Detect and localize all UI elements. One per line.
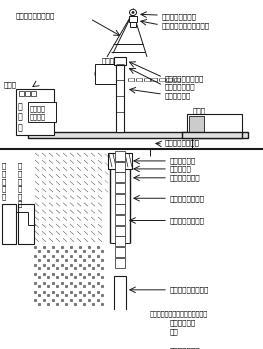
Bar bbox=[129, 16, 137, 22]
Circle shape bbox=[217, 117, 233, 132]
Bar bbox=[115, 317, 125, 345]
Bar bbox=[115, 258, 125, 268]
Text: スナッチブロック: スナッチブロック bbox=[162, 13, 197, 20]
Bar bbox=[115, 162, 125, 172]
Text: コアバーレル: コアバーレル bbox=[170, 319, 196, 326]
Polygon shape bbox=[112, 347, 128, 349]
Text: ポンプ: ポンプ bbox=[193, 107, 206, 114]
Bar bbox=[2, 205, 16, 245]
Bar bbox=[187, 114, 242, 135]
Bar bbox=[130, 22, 136, 27]
Text: 油
圧
ポ
ン
プ: 油 圧 ポ ン プ bbox=[2, 163, 6, 200]
Circle shape bbox=[209, 122, 215, 127]
Bar bbox=[108, 153, 132, 169]
Bar bbox=[16, 89, 54, 135]
Bar bbox=[115, 247, 125, 257]
Text: 伝動装: 伝動装 bbox=[4, 82, 17, 88]
Bar bbox=[115, 183, 125, 193]
Text: オ
イ
ル
タ
ン
ク: オ イ ル タ ン ク bbox=[18, 163, 22, 207]
Bar bbox=[115, 194, 125, 203]
Text: 原
動
機: 原 動 機 bbox=[18, 102, 22, 132]
Bar bbox=[95, 64, 121, 83]
Circle shape bbox=[99, 71, 107, 77]
Text: コア: コア bbox=[170, 328, 179, 335]
Text: 巻上機: 巻上機 bbox=[102, 58, 115, 65]
Bar bbox=[115, 151, 125, 161]
Circle shape bbox=[129, 9, 136, 16]
Text: ロッドホルダ: ロッドホルダ bbox=[165, 92, 191, 99]
Text: ウォータースイベル: ウォータースイベル bbox=[165, 76, 204, 82]
Bar bbox=[19, 91, 24, 96]
Bar bbox=[114, 276, 126, 311]
Text: ボーリングロッド: ボーリングロッド bbox=[170, 217, 205, 224]
Bar bbox=[115, 237, 125, 246]
Circle shape bbox=[111, 69, 121, 78]
Bar bbox=[31, 91, 36, 96]
Circle shape bbox=[132, 11, 134, 14]
Text: ケーシングパイプ: ケーシングパイプ bbox=[170, 195, 205, 202]
Text: フートバルブ: フートバルブ bbox=[170, 158, 196, 164]
Text: 液速装置
操縦装置: 液速装置 操縦装置 bbox=[30, 106, 46, 120]
Bar bbox=[28, 132, 248, 138]
Bar bbox=[112, 331, 128, 334]
Bar bbox=[113, 315, 127, 347]
Text: デリバリホース: デリバリホース bbox=[165, 83, 196, 90]
Circle shape bbox=[95, 67, 111, 81]
Bar bbox=[115, 215, 125, 225]
Bar bbox=[25, 91, 30, 96]
Text: ホイスティングスイベル: ホイスティングスイベル bbox=[162, 22, 210, 29]
Text: セジメントチューブカップリング: セジメントチューブカップリング bbox=[150, 311, 208, 317]
Text: ス
イ
ベ
ル
ヘ
ッ
ド: ス イ ベ ル ヘ ッ ド bbox=[128, 77, 180, 81]
Text: 泥水バック: 泥水バック bbox=[170, 166, 192, 172]
Bar bbox=[112, 311, 128, 315]
Text: 三脚　パイプやぐら: 三脚 パイプやぐら bbox=[16, 13, 55, 19]
Text: セジメントチューブ: セジメントチューブ bbox=[170, 287, 209, 293]
Bar bbox=[182, 132, 242, 138]
Bar bbox=[115, 172, 125, 182]
Bar bbox=[28, 102, 56, 122]
Bar bbox=[114, 57, 126, 65]
Text: メタルクラウン: メタルクラウン bbox=[170, 348, 201, 349]
Text: サクションホース: サクションホース bbox=[165, 140, 200, 147]
Bar bbox=[115, 205, 125, 214]
Circle shape bbox=[222, 122, 228, 127]
Bar bbox=[18, 205, 34, 245]
Circle shape bbox=[204, 117, 220, 132]
Bar bbox=[189, 117, 204, 132]
Bar bbox=[115, 226, 125, 236]
Text: ドライブパイプ: ドライブパイプ bbox=[170, 174, 201, 181]
Bar bbox=[116, 64, 124, 132]
Circle shape bbox=[114, 72, 118, 76]
